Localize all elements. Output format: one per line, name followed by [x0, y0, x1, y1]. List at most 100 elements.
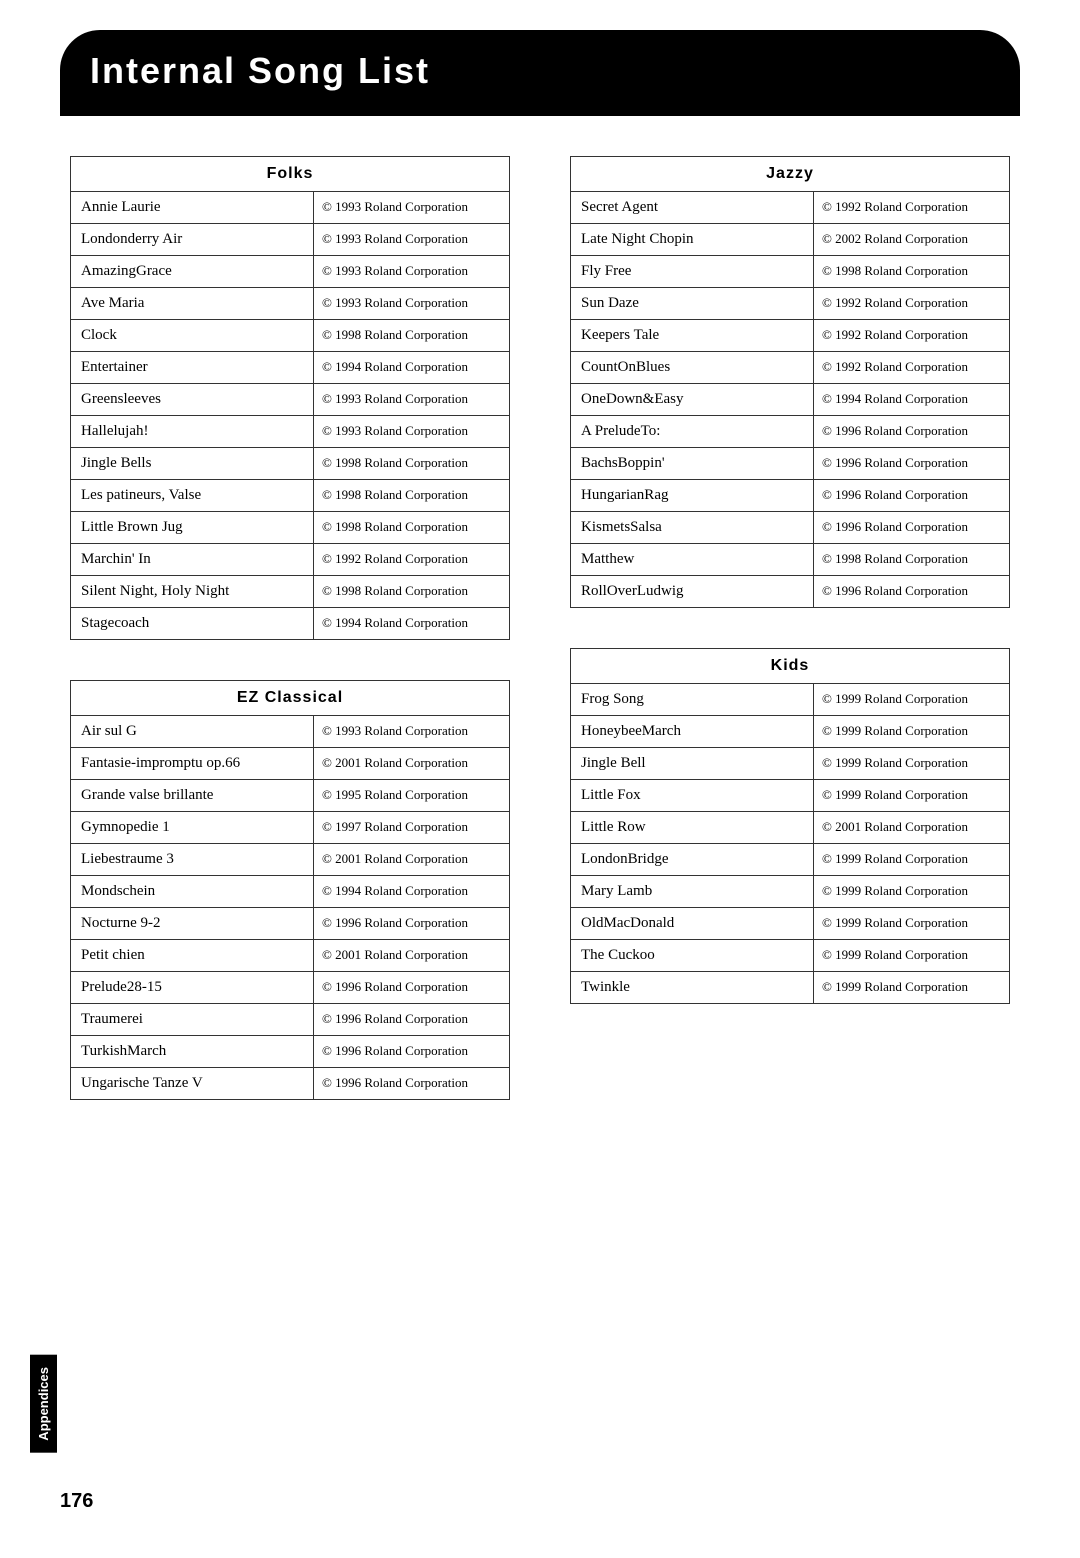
- table-row: Air sul G© 1993 Roland Corporation: [71, 716, 509, 748]
- page-title: Internal Song List: [90, 50, 990, 92]
- song-name: Mondschein: [71, 876, 314, 907]
- song-name: Late Night Chopin: [571, 224, 814, 255]
- table-row: Mondschein© 1994 Roland Corporation: [71, 876, 509, 908]
- song-name: HungarianRag: [571, 480, 814, 511]
- song-name: Secret Agent: [571, 192, 814, 223]
- table-row: KismetsSalsa© 1996 Roland Corporation: [571, 512, 1009, 544]
- song-name: Little Fox: [571, 780, 814, 811]
- table-row: Hallelujah!© 1993 Roland Corporation: [71, 416, 509, 448]
- song-name: Silent Night, Holy Night: [71, 576, 314, 607]
- song-name: Entertainer: [71, 352, 314, 383]
- song-name: Keepers Tale: [571, 320, 814, 351]
- table-row: BachsBoppin'© 1996 Roland Corporation: [571, 448, 1009, 480]
- page-number: 176: [60, 1490, 93, 1513]
- table-row: Ave Maria© 1993 Roland Corporation: [71, 288, 509, 320]
- table-row: AmazingGrace© 1993 Roland Corporation: [71, 256, 509, 288]
- song-copyright: © 1998 Roland Corporation: [814, 256, 1009, 287]
- table-row: Petit chien© 2001 Roland Corporation: [71, 940, 509, 972]
- song-name: Twinkle: [571, 972, 814, 1003]
- song-copyright: © 1994 Roland Corporation: [314, 608, 509, 639]
- song-name: CountOnBlues: [571, 352, 814, 383]
- song-copyright: © 1996 Roland Corporation: [314, 972, 509, 1003]
- song-copyright: © 1998 Roland Corporation: [314, 480, 509, 511]
- table-row: Traumerei© 1996 Roland Corporation: [71, 1004, 509, 1036]
- song-copyright: © 1992 Roland Corporation: [814, 288, 1009, 319]
- song-name: Les patineurs, Valse: [71, 480, 314, 511]
- song-copyright: © 1999 Roland Corporation: [814, 780, 1009, 811]
- table-row: Sun Daze© 1992 Roland Corporation: [571, 288, 1009, 320]
- song-name: Fantasie-impromptu op.66: [71, 748, 314, 779]
- song-name: A PreludeTo:: [571, 416, 814, 447]
- kids-rows: Frog Song© 1999 Roland CorporationHoneyb…: [571, 684, 1009, 1003]
- song-copyright: © 1999 Roland Corporation: [814, 748, 1009, 779]
- song-copyright: © 1994 Roland Corporation: [314, 876, 509, 907]
- song-name: Traumerei: [71, 1004, 314, 1035]
- table-row: Frog Song© 1999 Roland Corporation: [571, 684, 1009, 716]
- jazzy-header: Jazzy: [571, 157, 1009, 192]
- song-name: Little Brown Jug: [71, 512, 314, 543]
- song-copyright: © 1993 Roland Corporation: [314, 192, 509, 223]
- song-copyright: © 1993 Roland Corporation: [314, 288, 509, 319]
- table-row: RollOverLudwig© 1996 Roland Corporation: [571, 576, 1009, 607]
- song-copyright: © 1992 Roland Corporation: [814, 320, 1009, 351]
- song-name: Stagecoach: [71, 608, 314, 639]
- song-copyright: © 1996 Roland Corporation: [314, 1004, 509, 1035]
- song-copyright: © 1996 Roland Corporation: [314, 1068, 509, 1099]
- table-row: Jingle Bell© 1999 Roland Corporation: [571, 748, 1009, 780]
- table-row: Silent Night, Holy Night© 1998 Roland Co…: [71, 576, 509, 608]
- table-row: The Cuckoo© 1999 Roland Corporation: [571, 940, 1009, 972]
- song-name: Matthew: [571, 544, 814, 575]
- song-copyright: © 1995 Roland Corporation: [314, 780, 509, 811]
- page-header: Internal Song List: [60, 30, 1020, 116]
- song-name: Greensleeves: [71, 384, 314, 415]
- song-copyright: © 1999 Roland Corporation: [814, 844, 1009, 875]
- right-column: Jazzy Secret Agent © 1992 Roland Corporat…: [570, 156, 1010, 1100]
- song-name: Nocturne 9-2: [71, 908, 314, 939]
- song-name: Marchin' In: [71, 544, 314, 575]
- song-copyright: © 2002 Roland Corporation: [814, 224, 1009, 255]
- table-row: Entertainer© 1994 Roland Corporation: [71, 352, 509, 384]
- table-row: Gymnopedie 1© 1997 Roland Corporation: [71, 812, 509, 844]
- song-name: Air sul G: [71, 716, 314, 747]
- table-row: Little Brown Jug© 1998 Roland Corporatio…: [71, 512, 509, 544]
- table-row: HungarianRag© 1996 Roland Corporation: [571, 480, 1009, 512]
- song-name: Grande valse brillante: [71, 780, 314, 811]
- song-copyright: © 2001 Roland Corporation: [314, 940, 509, 971]
- table-row: A PreludeTo:© 1996 Roland Corporation: [571, 416, 1009, 448]
- song-name: AmazingGrace: [71, 256, 314, 287]
- table-row: Jingle Bells© 1998 Roland Corporation: [71, 448, 509, 480]
- song-name: The Cuckoo: [571, 940, 814, 971]
- song-copyright: © 1993 Roland Corporation: [314, 716, 509, 747]
- song-name: Prelude28-15: [71, 972, 314, 1003]
- table-row: Twinkle© 1999 Roland Corporation: [571, 972, 1009, 1003]
- song-copyright: © 1992 Roland Corporation: [314, 544, 509, 575]
- table-row: Ungarische Tanze V© 1996 Roland Corporat…: [71, 1068, 509, 1099]
- table-row: Matthew© 1998 Roland Corporation: [571, 544, 1009, 576]
- song-name: Sun Daze: [571, 288, 814, 319]
- table-row: Les patineurs, Valse© 1998 Roland Corpor…: [71, 480, 509, 512]
- song-copyright: © 1993 Roland Corporation: [314, 384, 509, 415]
- song-name: LondonBridge: [571, 844, 814, 875]
- song-copyright: © 1996 Roland Corporation: [314, 1036, 509, 1067]
- content-area: Folks Annie Laurie© 1993 Roland Corporat…: [0, 156, 1080, 1100]
- song-name: Fly Free: [571, 256, 814, 287]
- ez-classical-table: EZ Classical Air sul G© 1993 Roland Corp…: [70, 680, 510, 1100]
- table-row: HoneybeeMarch© 1999 Roland Corporation: [571, 716, 1009, 748]
- song-copyright: © 1999 Roland Corporation: [814, 876, 1009, 907]
- table-row: Keepers Tale© 1992 Roland Corporation: [571, 320, 1009, 352]
- song-copyright: © 1993 Roland Corporation: [314, 256, 509, 287]
- song-copyright: © 1996 Roland Corporation: [814, 480, 1009, 511]
- table-row: Stagecoach© 1994 Roland Corporation: [71, 608, 509, 639]
- song-copyright: © 1998 Roland Corporation: [314, 512, 509, 543]
- song-copyright: © 1992 Roland Corporation: [814, 352, 1009, 383]
- song-copyright: © 1996 Roland Corporation: [814, 448, 1009, 479]
- folks-header: Folks: [71, 157, 509, 192]
- table-row: Little Row© 2001 Roland Corporation: [571, 812, 1009, 844]
- song-copyright: © 1999 Roland Corporation: [814, 972, 1009, 1003]
- song-name: Frog Song: [571, 684, 814, 715]
- ez-classical-rows: Air sul G© 1993 Roland CorporationFantas…: [71, 716, 509, 1099]
- song-name: Little Row: [571, 812, 814, 843]
- song-name: Liebestraume 3: [71, 844, 314, 875]
- table-row: TurkishMarch© 1996 Roland Corporation: [71, 1036, 509, 1068]
- song-name: Ave Maria: [71, 288, 314, 319]
